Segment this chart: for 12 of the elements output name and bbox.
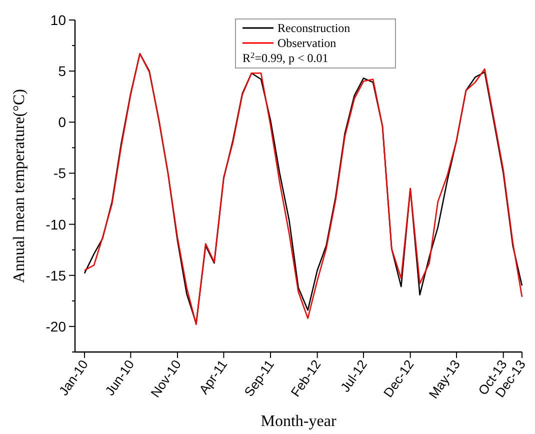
y-axis-title: Annual mean temperature(°C) bbox=[11, 89, 28, 283]
y-tick-label: -10 bbox=[46, 216, 66, 232]
y-tick-label: -5 bbox=[54, 165, 66, 182]
legend-label: Observation bbox=[278, 36, 336, 50]
y-tick-label: 5 bbox=[58, 63, 66, 80]
y-tick-label: 0 bbox=[58, 114, 66, 130]
annotation: R$^{2}$=0.99, p < 0.01 bbox=[242, 50, 328, 65]
legend-label: Reconstruction bbox=[278, 21, 350, 35]
y-tick-label: 10 bbox=[50, 12, 66, 28]
y-tick-label: -20 bbox=[46, 318, 66, 334]
y-tick-label: -15 bbox=[46, 267, 66, 284]
x-axis-title: Month-year bbox=[260, 413, 337, 430]
